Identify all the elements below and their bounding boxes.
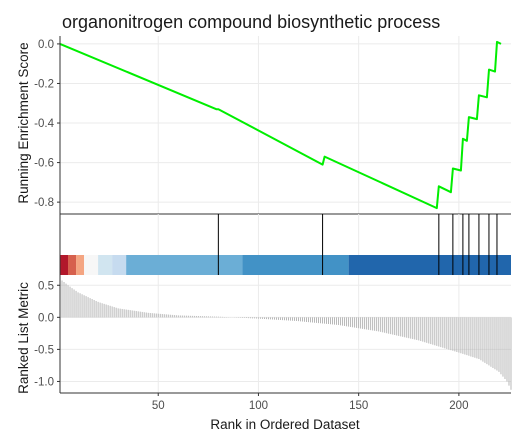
x-axis-label: Rank in Ordered Dataset <box>210 417 360 432</box>
ranked-list-y-label: Ranked List Metric <box>16 282 31 394</box>
rank-color-band <box>126 255 242 275</box>
y-tick-label: 0.0 <box>38 39 54 51</box>
running-score-y-ticks: 0.0 -0.2 -0.4 -0.6 -0.8 <box>34 39 60 209</box>
chart-title: organonitrogen compound biosynthetic pro… <box>62 12 440 32</box>
rank-color-band <box>76 255 84 275</box>
rank-color-band <box>98 255 112 275</box>
rank-color-band <box>242 255 348 275</box>
y-tick-label: -0.8 <box>34 197 54 209</box>
y-tick-label: -0.5 <box>34 344 54 356</box>
y-tick-label: 0.5 <box>38 280 54 292</box>
x-tick-label: 200 <box>449 400 468 412</box>
gene-hits-panel <box>60 214 511 275</box>
y-tick-label: -1.0 <box>34 376 54 388</box>
x-tick-label: 50 <box>152 400 165 412</box>
running-score-grid <box>60 36 511 214</box>
running-score-y-label: Running Enrichment Score <box>16 42 31 203</box>
running-score-panel <box>60 36 511 214</box>
y-tick-label: -0.6 <box>34 158 54 170</box>
rank-color-band <box>68 255 76 275</box>
y-tick-label: -0.2 <box>34 78 54 90</box>
ranked-list-grid <box>60 275 511 393</box>
rank-color-band <box>349 255 511 275</box>
ranked-list-panel <box>60 275 511 393</box>
x-tick-label: 100 <box>249 400 268 412</box>
ranked-list-y-ticks: 0.5 0.0 -0.5 -1.0 <box>34 280 60 388</box>
running-score-line <box>60 42 501 208</box>
rank-color-band <box>84 255 98 275</box>
y-tick-label: 0.0 <box>38 312 54 324</box>
rank-color-band <box>60 255 68 275</box>
y-tick-label: -0.4 <box>34 118 54 130</box>
rank-color-band <box>112 255 126 275</box>
x-axis-ticks: 50 100 150 200 <box>152 393 469 412</box>
x-tick-label: 150 <box>349 400 368 412</box>
